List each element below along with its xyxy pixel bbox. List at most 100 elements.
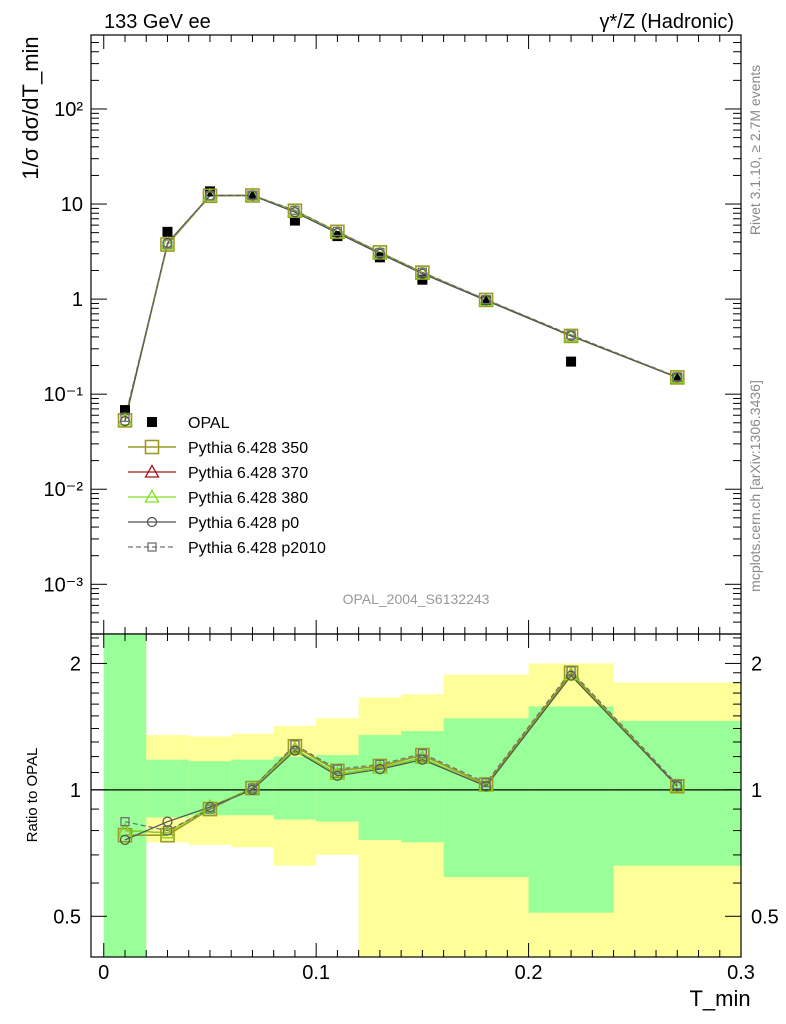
ratio-point-pythia-6-428-p2010: [375, 759, 385, 770]
ratio-band-inner: [273, 756, 317, 820]
ratio-point-pythia-6-428-p2010: [332, 764, 343, 774]
x-axis-label: T_min: [689, 986, 750, 1011]
ratio-y-tick-label-right: 2: [751, 653, 762, 675]
main-y-tick-label: 10⁻²: [44, 479, 84, 501]
main-y-tick-label: 10: [61, 194, 83, 216]
rivet-version-label: Rivet 3.1.10, ≥ 2.7M events: [747, 65, 763, 235]
main-y-axis-label: 1/σ dσ/dT_min: [18, 36, 43, 179]
main-point-opal: [481, 295, 492, 306]
main-point-pythia-6-428-380: [117, 411, 133, 426]
main-point-pythia-6-428-p2010: [417, 267, 428, 277]
ratio-plot-panel: 0.5 0.5 1 1 2 2 0 0.1 0.2 0.3: [53, 633, 779, 984]
ratio-band-inner: [358, 735, 402, 840]
ratio-point-pythia-6-428-380: [159, 825, 176, 839]
header-right-label: γ*/Z (Hadronic): [600, 11, 734, 33]
main-point-pythia-6-428-p2010: [120, 412, 130, 423]
main-y-tick-label: 10²: [54, 99, 83, 121]
legend-marker-opal: [147, 417, 157, 427]
ratio-point-pythia-6-428-p0: [417, 754, 428, 765]
ratio-point-pythia-6-428-p2010: [120, 817, 130, 827]
ratio-point-pythia-6-428-p2010: [566, 666, 576, 676]
main-point-pythia-6-428-p2010: [247, 190, 258, 200]
ratio-point-pythia-6-428-p2010: [290, 740, 300, 750]
legend-label-pythia-6-428-p2010: Pythia 6.428 p2010: [188, 540, 326, 557]
x-tick-label: 0.1: [302, 962, 330, 984]
ratio-band-inner: [528, 706, 614, 913]
legend: OPAL Pythia 6.428 350 Pythia 6.428 370 Pyth…: [128, 415, 326, 557]
header-left-label: 133 GeV ee: [104, 11, 211, 33]
ratio-point-pythia-6-428-p0: [119, 834, 131, 846]
main-point-opal: [566, 356, 577, 367]
legend-marker-pythia-6-428-380: [144, 489, 160, 503]
ratio-point-pythia-6-428-p2010: [162, 825, 173, 836]
ratio-point-pythia-6-428-380: [372, 759, 388, 774]
main-y-tick-label: 10⁻¹: [44, 384, 84, 406]
ratio-y-tick-label-right: 1: [751, 780, 762, 802]
main-line-pythia-6-428-p2010: [124, 194, 678, 418]
x-tick-label: 0: [98, 962, 109, 984]
ratio-line-pythia-6-428-p0: [124, 674, 678, 841]
main-point-opal: [247, 190, 258, 201]
main-y-tick-label: 10⁻³: [44, 574, 84, 596]
main-plot-panel: 10⁻³ 10⁻² 10⁻¹ 1 10 10²: [44, 34, 742, 635]
main-point-pythia-6-428-p2010: [162, 239, 173, 249]
ratio-band-inner: [103, 634, 147, 957]
ratio-band-inner: [443, 718, 529, 878]
legend-label-pythia-6-428-380: Pythia 6.428 380: [188, 490, 308, 507]
main-point-pythia-6-428-p2010: [205, 191, 215, 201]
ratio-point-pythia-6-428-p2010: [481, 778, 491, 788]
main-point-opal: [332, 231, 343, 242]
main-point-opal: [119, 405, 130, 416]
legend-label-opal: OPAL: [188, 415, 230, 432]
legend-marker-pythia-6-428-370: [144, 464, 160, 478]
main-line-pythia-6-428-350: [124, 194, 678, 421]
x-tick-label: 0.2: [515, 962, 543, 984]
main-point-pythia-6-428-p2010: [375, 247, 385, 258]
main-point-opal: [374, 252, 385, 263]
ratio-point-pythia-6-428-p2010: [672, 779, 682, 790]
main-point-opal: [672, 372, 683, 383]
main-line-pythia-6-428-370: [124, 194, 678, 420]
legend-marker-pythia-6-428-p0: [146, 516, 158, 528]
ratio-line-pythia-6-428-p2010: [124, 669, 678, 832]
ratio-y-tick-label-left: 0.5: [53, 906, 81, 928]
main-y-tick-label: 1: [72, 289, 83, 311]
ratio-y-axis-label: Ratio to OPAL: [24, 748, 41, 843]
main-point-pythia-6-428-p2010: [481, 294, 491, 305]
ratio-band-inner: [188, 761, 232, 816]
ratio-y-tick-label-right: 0.5: [751, 906, 779, 928]
x-tick-label: 0.3: [727, 962, 755, 984]
main-point-pythia-6-428-p2010: [672, 372, 682, 382]
ratio-point-pythia-6-428-350: [330, 763, 345, 779]
ratio-point-pythia-6-428-350: [287, 738, 303, 754]
ratio-y-tick-label-left: 2: [70, 653, 81, 675]
mcplots-label: mcplots.cern.ch [arXiv:1306.3436]: [747, 380, 763, 592]
ratio-frame: [90, 633, 742, 958]
legend-label-pythia-6-428-350: Pythia 6.428 350: [188, 440, 308, 457]
main-point-pythia-6-428-p2010: [332, 226, 343, 237]
ratio-y-tick-label-left: 1: [70, 780, 81, 802]
legend-marker-pythia-6-428-350: [144, 439, 160, 455]
analysis-watermark: OPAL_2004_S6132243: [343, 591, 490, 607]
main-point-pythia-6-428-p2010: [290, 205, 300, 215]
main-point-pythia-6-428-380: [159, 236, 176, 250]
main-line-pythia-6-428-p0: [124, 194, 678, 422]
ratio-point-pythia-6-428-p0: [289, 745, 301, 756]
ratio-point-pythia-6-428-p2010: [247, 783, 258, 793]
legend-label-pythia-6-428-p0: Pythia 6.428 p0: [188, 515, 299, 532]
ratio-point-pythia-6-428-350: [160, 827, 175, 843]
ratio-point-pythia-6-428-p0: [374, 764, 385, 775]
legend-marker-pythia-6-428-p2010: [147, 542, 157, 552]
main-point-opal: [162, 226, 173, 237]
ratio-band-inner: [146, 759, 189, 818]
ratio-point-pythia-6-428-350: [415, 747, 430, 763]
ratio-point-pythia-6-428-p2010: [205, 804, 215, 814]
legend-label-pythia-6-428-370: Pythia 6.428 370: [188, 465, 308, 482]
ratio-point-pythia-6-428-p0: [332, 770, 343, 781]
main-point-pythia-6-428-p2010: [566, 330, 576, 340]
ratio-point-pythia-6-428-p2010: [417, 748, 428, 759]
main-line-pythia-6-428-380: [124, 194, 678, 420]
main-point-opal: [289, 215, 300, 226]
ratio-point-pythia-6-428-p0: [565, 670, 577, 681]
